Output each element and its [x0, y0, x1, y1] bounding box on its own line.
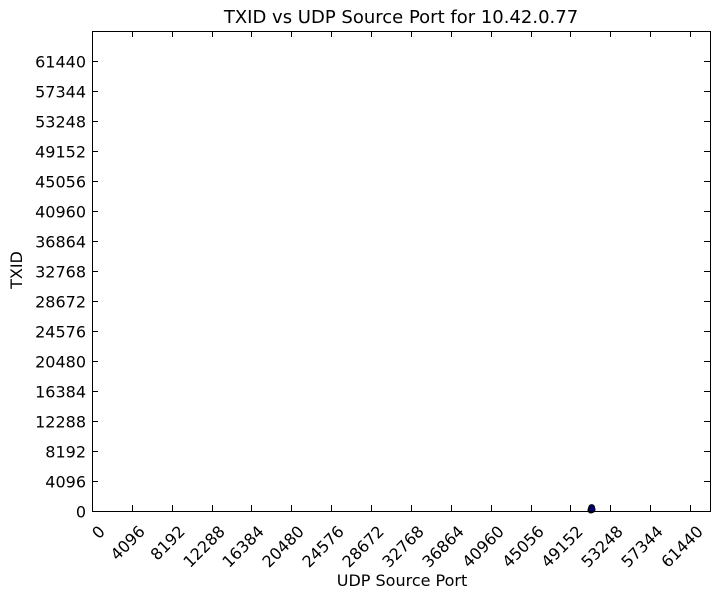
- plot-frame: [92, 31, 711, 512]
- y-tick-label: 28672: [35, 293, 86, 312]
- x-tick-label: 36864: [418, 522, 467, 571]
- x-tick-label: 4096: [107, 522, 149, 564]
- y-tick-label: 36864: [35, 233, 86, 252]
- y-tick-label: 40960: [35, 203, 86, 222]
- x-tick-label: 57344: [617, 522, 666, 571]
- x-tick-label: 0: [88, 522, 109, 543]
- x-tick-label: 61440: [657, 522, 706, 571]
- y-tick-label: 24576: [35, 323, 86, 342]
- x-tick-label: 32768: [378, 522, 427, 571]
- y-tick-label: 8192: [45, 443, 86, 462]
- x-tick-label: 12288: [179, 522, 228, 571]
- chart-title: TXID vs UDP Source Port for 10.42.0.77: [223, 7, 578, 28]
- y-tick-label: 16384: [35, 383, 86, 402]
- x-tick-label: 53248: [577, 522, 626, 571]
- y-tick-label: 61440: [35, 53, 86, 72]
- y-tick-label: 4096: [45, 473, 86, 492]
- x-tick-label: 40960: [458, 522, 507, 571]
- x-axis-label: UDP Source Port: [337, 571, 468, 590]
- x-tick-label: 20480: [258, 522, 307, 571]
- y-tick-label: 49152: [35, 143, 86, 162]
- y-tick-label: 0: [76, 503, 86, 522]
- y-tick-label: 20480: [35, 353, 86, 372]
- x-tick-label: 24576: [298, 522, 347, 571]
- x-axis: 0409681921228816384204802457628672327683…: [88, 31, 707, 571]
- y-tick-label: 53248: [35, 113, 86, 132]
- y-tick-label: 32768: [35, 263, 86, 282]
- x-tick-label: 28672: [338, 522, 387, 571]
- x-tick-label: 49152: [537, 522, 586, 571]
- y-tick-label: 57344: [35, 83, 86, 102]
- y-axis: 0 4096 8192 12288 16384 20480 24576 28672 32768 3…: [35, 53, 710, 522]
- x-tick-label: 16384: [218, 522, 267, 571]
- y-axis-label: TXID: [7, 251, 26, 290]
- y-tick-label: 45056: [35, 173, 86, 192]
- y-tick-label: 12288: [35, 413, 86, 432]
- x-tick-label: 45056: [498, 522, 547, 571]
